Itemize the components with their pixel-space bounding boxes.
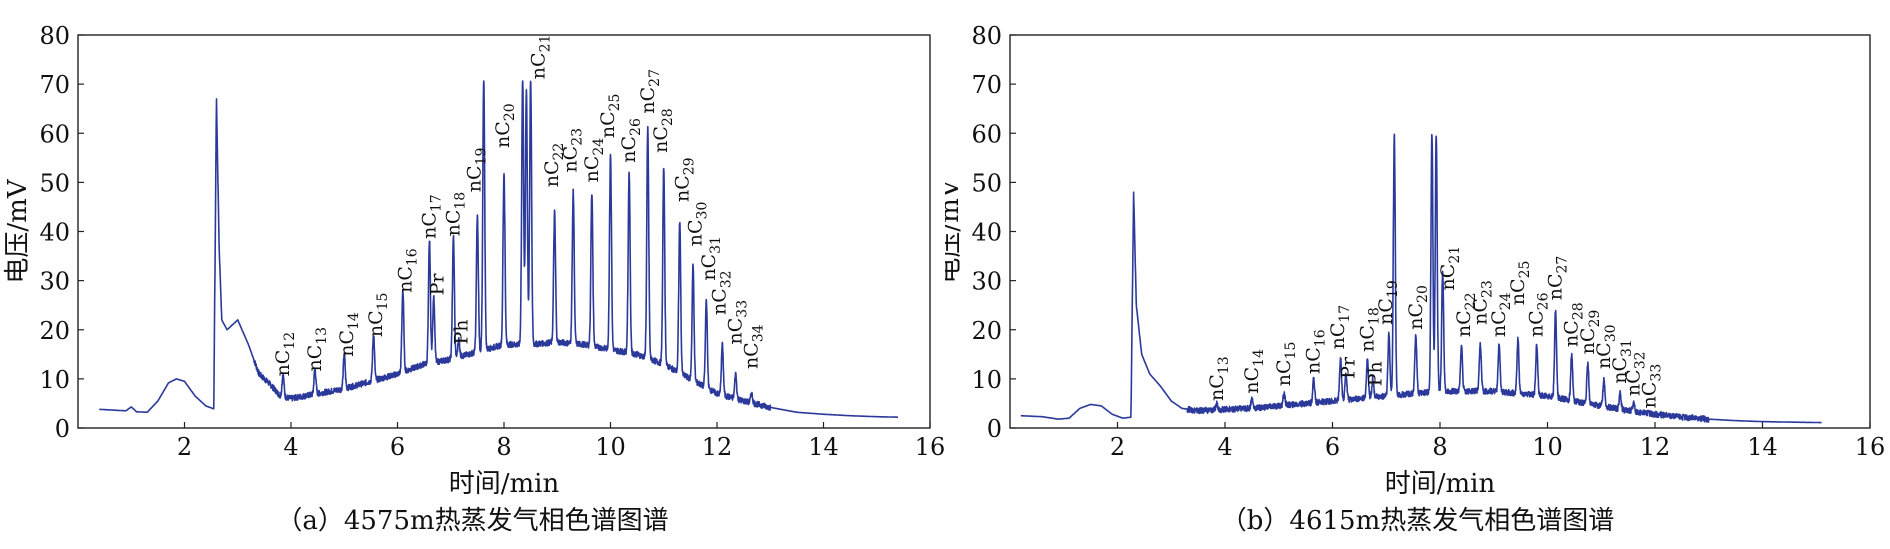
chromatogram-chart-a: 0 10 20 30 40 50 60 70 80 2 4 6 8 10 12 14 16 时间/min 电压/mV… — [3, 22, 945, 499]
y-tick-label: 10 — [39, 366, 70, 394]
peak-label: nC29 — [671, 157, 697, 202]
peak-label: nC30 — [685, 202, 711, 247]
y-tick-label: 60 — [971, 120, 1002, 148]
x-tick-label: 2 — [1110, 433, 1125, 461]
y-tick-label: 70 — [971, 71, 1002, 99]
peak-label: nC19 — [464, 148, 490, 193]
plot-frame — [77, 34, 931, 429]
peak-label: nC16 — [394, 248, 420, 293]
caption-b: （b）4615m热蒸发气相色谱图谱 — [1220, 506, 1615, 536]
y-tick-label: 0 — [987, 415, 1002, 443]
peak-label: nC32 — [709, 270, 735, 315]
y-tick-label: 30 — [971, 268, 1002, 296]
chromatogram-series-line — [1020, 133, 1823, 424]
x-axis-label: 时间/min — [1385, 469, 1496, 499]
y-tick-label: 70 — [39, 71, 70, 99]
peak-label: nC22 — [541, 143, 567, 188]
peak-label: nC19 — [1375, 280, 1401, 325]
peak-label: nC24 — [1488, 292, 1514, 337]
peak-label: nC21 — [528, 35, 554, 80]
x-tick-label: 16 — [1855, 433, 1886, 461]
x-tick-label: 8 — [1432, 433, 1447, 461]
x-tick-label: 12 — [702, 433, 733, 461]
peak-label: nC23 — [560, 128, 586, 173]
x-tick-label: 10 — [1532, 433, 1563, 461]
peak-label: nC14 — [1241, 349, 1267, 394]
peak-label: nC20 — [1405, 285, 1431, 330]
y-tick-label: 40 — [971, 219, 1002, 247]
x-tick-label: 14 — [1747, 433, 1778, 461]
x-axis-label: 时间/min — [449, 469, 560, 499]
chromatogram-panel-a: 0 10 20 30 40 50 60 70 80 2 4 6 8 10 12 14 16 时间/min 电压/mV… — [3, 22, 945, 536]
y-tick-label: 50 — [39, 169, 70, 197]
peak-label: nC29 — [1577, 310, 1603, 355]
peak-label: nC31 — [698, 236, 724, 281]
peak-label: nC14 — [336, 312, 362, 357]
peak-label: nC13 — [304, 327, 330, 372]
x-tick-label: 14 — [808, 433, 839, 461]
y-axis-label: 电压/mV — [945, 178, 965, 283]
peak-label: nC33 — [725, 300, 751, 345]
y-tick-label: 20 — [971, 317, 1002, 345]
x-tick-label: 12 — [1640, 433, 1671, 461]
peak-label: nC33 — [1639, 364, 1665, 409]
peak-label: nC20 — [492, 103, 518, 148]
peak-label: Ph — [450, 319, 472, 344]
caption-a: （a）4575m热蒸发气相色谱图谱 — [276, 506, 669, 536]
plot-frame — [1009, 34, 1871, 429]
peak-label: Ph — [1365, 361, 1387, 386]
chromatogram-panel-b: 0 10 20 30 40 50 60 70 80 2 4 6 8 10 12 14 16 时间/min 电压/mV… — [945, 0, 1890, 549]
peak-label: nC26 — [618, 118, 644, 163]
peak-label: nC12 — [272, 332, 298, 377]
peak-label: nC34 — [741, 324, 767, 369]
x-tick-label: 16 — [915, 433, 945, 461]
peak-label: nC17 — [418, 194, 444, 239]
peak-label: Pr — [1338, 356, 1360, 379]
peak-label: nC13 — [1206, 356, 1232, 401]
y-tick-label: 30 — [39, 268, 70, 296]
peak-label: nC18 — [442, 192, 468, 237]
peak-label: nC24 — [581, 138, 607, 183]
x-tick-label: 10 — [595, 433, 626, 461]
peak-label: nC26 — [1526, 292, 1552, 337]
x-tick-label: 4 — [283, 433, 298, 461]
peak-label: nC25 — [597, 94, 623, 139]
chromatogram-chart-b: 0 10 20 30 40 50 60 70 80 2 4 6 8 10 12 14 16 时间/min 电压/mV… — [945, 22, 1886, 499]
peak-label: nC31 — [1609, 339, 1635, 384]
y-tick-label: 80 — [39, 22, 70, 50]
peak-label: nC18 — [1356, 307, 1382, 352]
y-tick-label: 10 — [971, 366, 1002, 394]
peak-label: nC15 — [1273, 342, 1299, 387]
peak-label: nC15 — [365, 293, 391, 338]
peak-label: nC30 — [1593, 324, 1619, 369]
peak-label: nC22 — [1453, 293, 1479, 338]
y-tick-label: 0 — [55, 415, 70, 443]
y-tick-label: 50 — [971, 169, 1002, 197]
peak-label: nC32 — [1623, 351, 1649, 396]
peak-label: nC21 — [1437, 246, 1463, 291]
peak-label: nC27 — [637, 69, 663, 114]
peak-label: nC25 — [1507, 261, 1533, 306]
peak-label: nC17 — [1327, 305, 1353, 350]
y-tick-label: 80 — [971, 22, 1002, 50]
peak-label: nC28 — [1561, 302, 1587, 347]
peak-label: nC23 — [1469, 280, 1495, 325]
peak-label: nC16 — [1303, 329, 1329, 374]
peak-label: Pr — [426, 273, 448, 296]
x-tick-label: 8 — [496, 433, 511, 461]
y-axis-label: 电压/mV — [3, 178, 33, 283]
x-tick-label: 6 — [1325, 433, 1340, 461]
chromatogram-series-line — [98, 80, 899, 419]
x-tick-label: 2 — [177, 433, 192, 461]
peak-label: nC27 — [1545, 256, 1571, 301]
y-tick-label: 60 — [39, 120, 70, 148]
x-tick-label: 4 — [1217, 433, 1232, 461]
y-tick-label: 40 — [39, 219, 70, 247]
x-tick-label: 6 — [390, 433, 405, 461]
y-tick-label: 20 — [39, 317, 70, 345]
peak-label: nC28 — [650, 108, 676, 153]
